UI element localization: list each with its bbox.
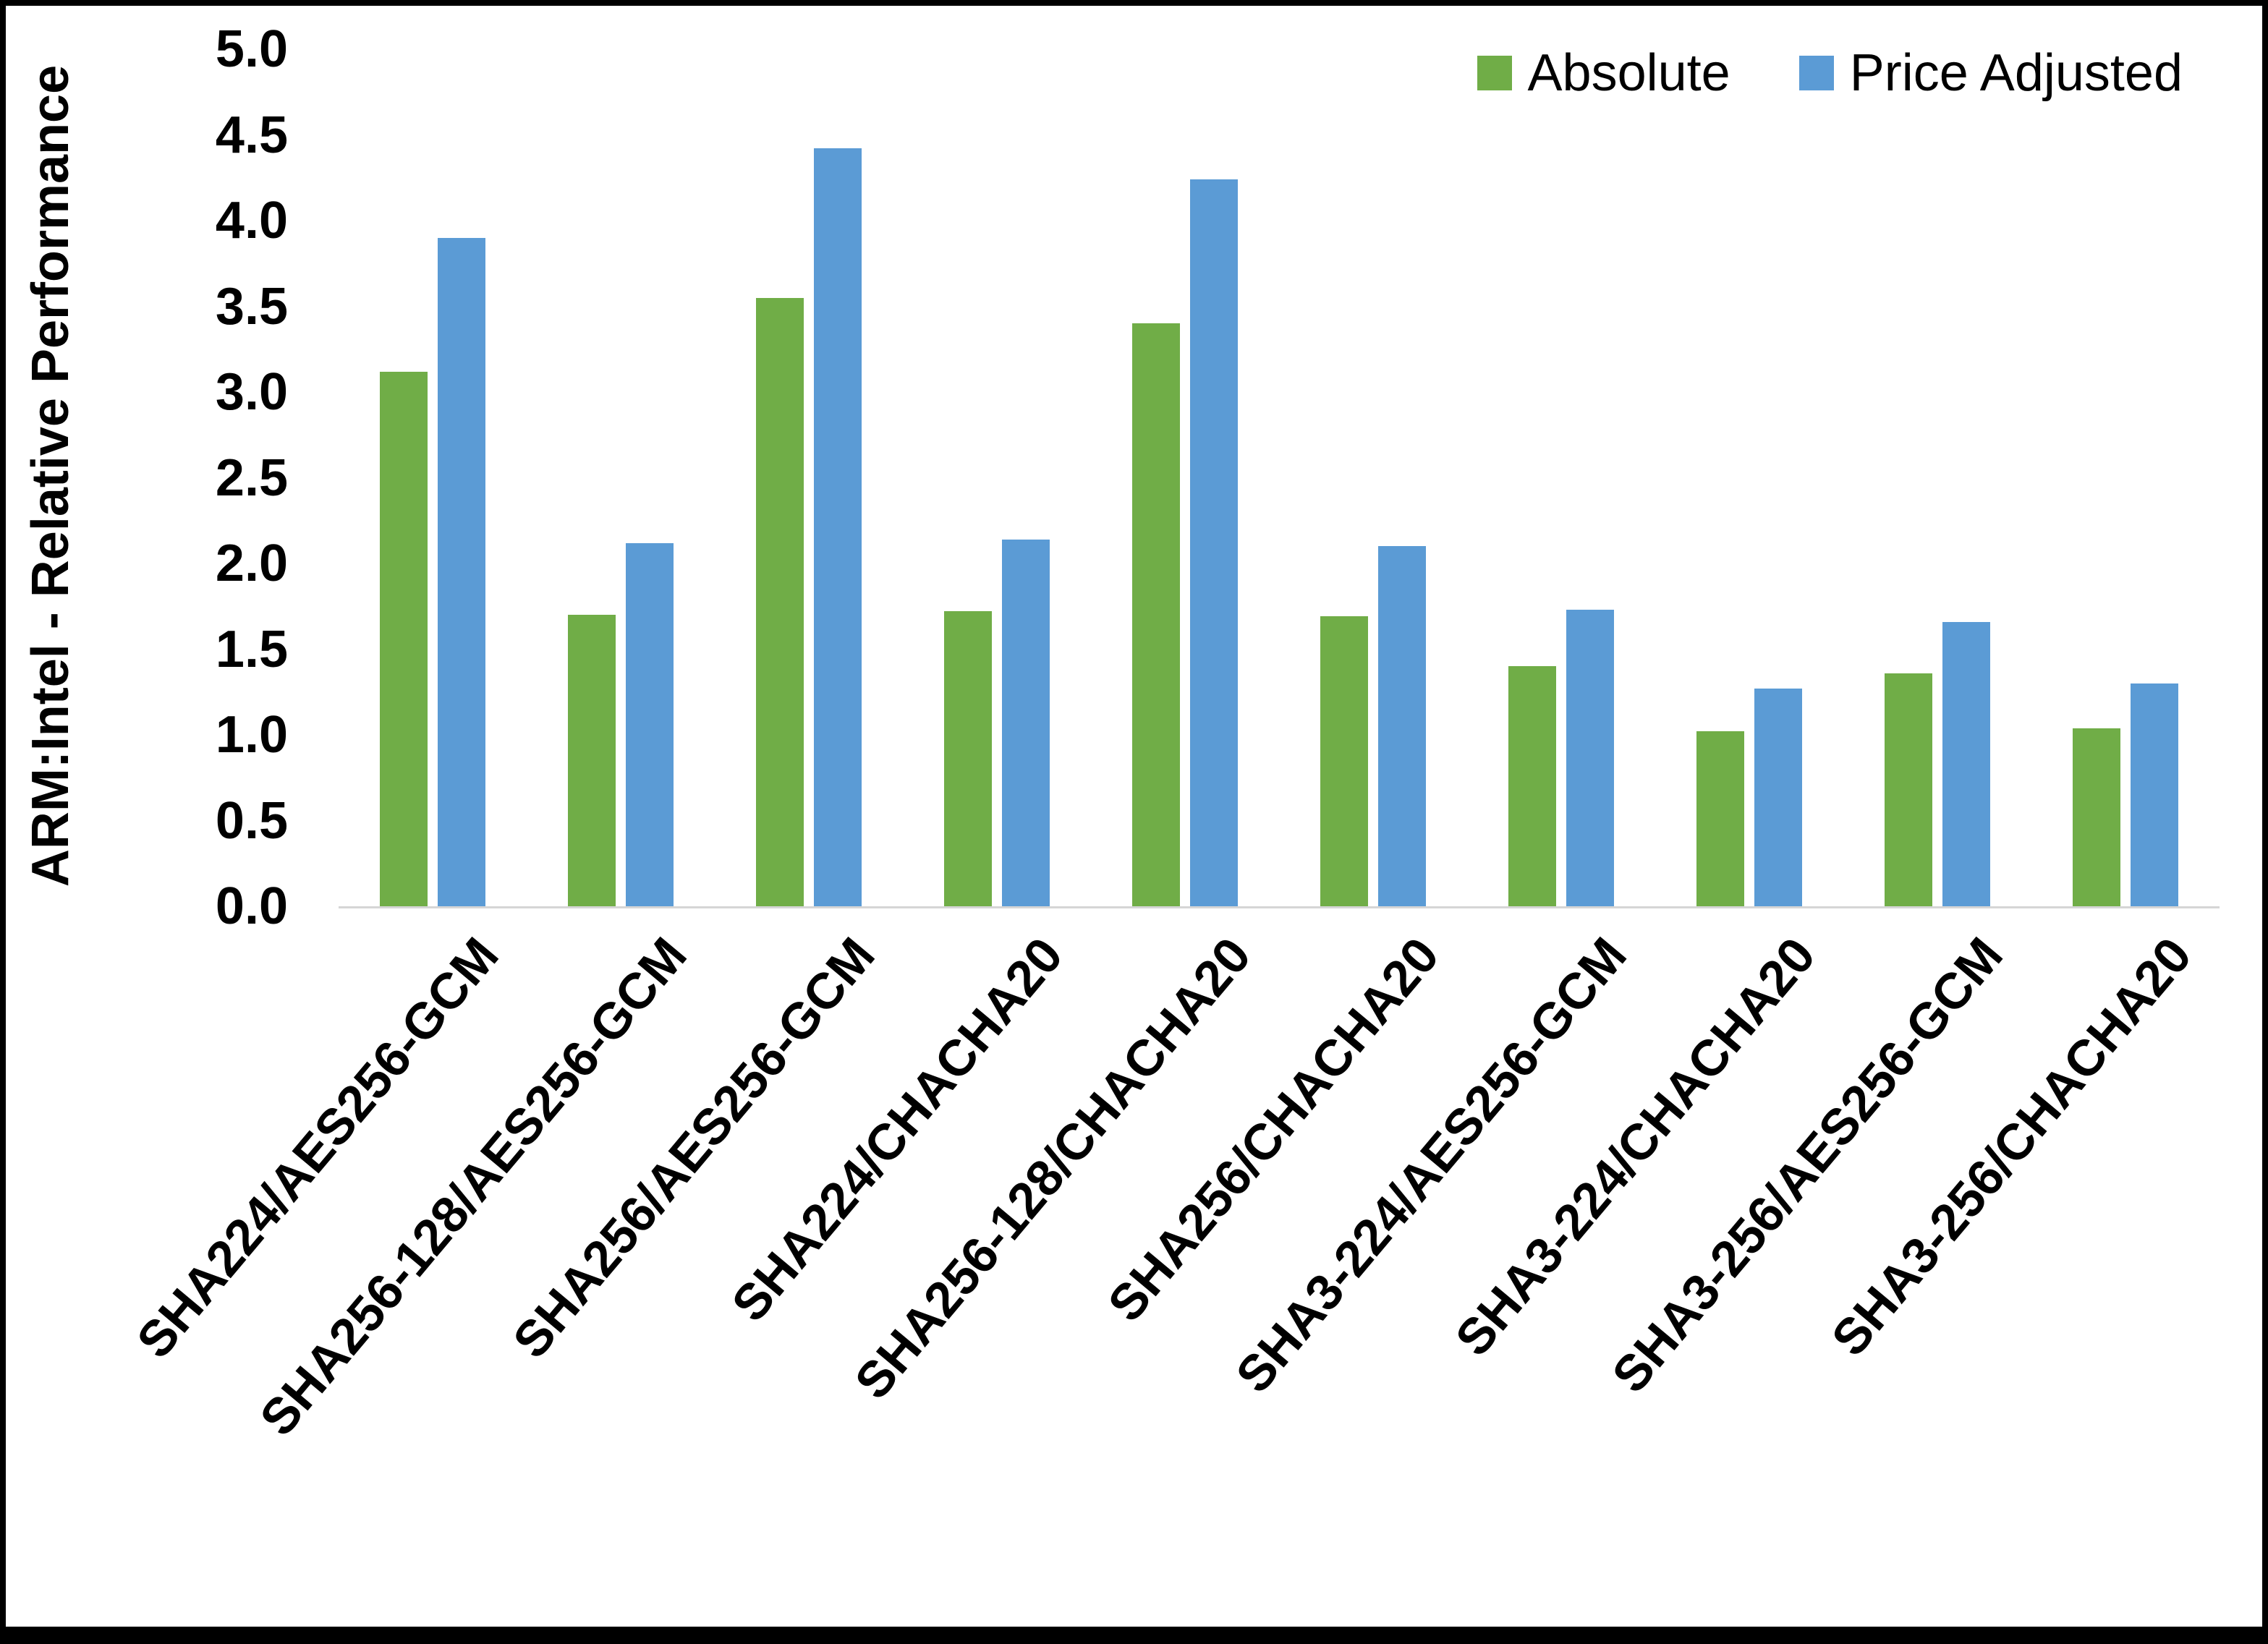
x-axis-category-label: SHA256-128/CHACHA20: [844, 927, 1262, 1410]
bar-group: [527, 49, 715, 906]
bar-absolute: [568, 615, 616, 906]
bar-price-adjusted: [814, 148, 862, 906]
bar-group: [715, 49, 903, 906]
y-tick-label: 1.0: [215, 706, 288, 764]
bar-price-adjusted: [438, 237, 485, 906]
y-tick-label: 4.5: [215, 106, 288, 164]
bar-price-adjusted: [1378, 546, 1426, 906]
x-axis-category-label: SHA224/CHACHA20: [721, 927, 1074, 1332]
y-axis-title: ARM:Intel - Relative Performance: [22, 64, 80, 887]
x-axis-category-label: SHA3-224/AES256-GCM: [1225, 927, 1638, 1403]
x-axis-category-label: SHA3-224/CHACHA20: [1444, 927, 1826, 1367]
legend-swatch-absolute-icon: [1477, 56, 1512, 90]
bar-group: [1467, 49, 1655, 906]
y-tick-label: 3.5: [215, 277, 288, 336]
bar-absolute: [1508, 666, 1556, 906]
y-tick-label: 3.0: [215, 363, 288, 421]
y-tick-label: 2.0: [215, 534, 288, 592]
legend-swatch-price-adjusted-icon: [1798, 56, 1834, 90]
bar-group: [1843, 49, 2031, 906]
legend-item-price-adjusted: Price Adjusted: [1798, 43, 2183, 103]
bar-absolute: [2073, 728, 2120, 906]
legend: Absolute Price Adjusted: [1477, 43, 2183, 103]
y-tick-label: 0.0: [215, 877, 288, 935]
bar-group: [339, 49, 527, 906]
x-axis-category-label: SHA256/CHACHA20: [1097, 927, 1450, 1332]
x-axis-category-label: SHA3-256/AES256-GCM: [1601, 927, 2014, 1403]
bar-group: [903, 49, 1091, 906]
y-tick-label: 5.0: [215, 20, 288, 78]
y-tick-label: 4.0: [215, 192, 288, 250]
x-axis-category-label: SHA224/AES256-GCM: [125, 927, 509, 1369]
bar-group: [2031, 49, 2220, 906]
bar-price-adjusted: [1566, 610, 1614, 906]
bar-price-adjusted: [1754, 689, 1802, 906]
bar-price-adjusted: [1190, 179, 1238, 906]
bar-group: [1655, 49, 1843, 906]
y-tick-label: 1.5: [215, 620, 288, 678]
bar-price-adjusted: [2131, 683, 2178, 906]
bar-absolute: [1696, 731, 1744, 906]
bar-absolute: [380, 371, 428, 906]
bar-price-adjusted: [1942, 621, 1990, 906]
bar-absolute: [756, 297, 804, 906]
bar-group: [1279, 49, 1467, 906]
bar-absolute: [1885, 673, 1932, 906]
bar-absolute: [1132, 323, 1180, 906]
legend-item-absolute: Absolute: [1477, 43, 1730, 103]
legend-label-absolute: Absolute: [1527, 44, 1730, 102]
bar-price-adjusted: [626, 542, 674, 906]
y-tick-label: 2.5: [215, 448, 288, 507]
bar-price-adjusted: [1002, 539, 1050, 906]
bar-absolute: [1320, 616, 1368, 906]
legend-label-price-adjusted: Price Adjusted: [1849, 44, 2183, 102]
bar-absolute: [944, 611, 992, 906]
x-axis-category-label: SHA256/AES256-GCM: [501, 927, 885, 1369]
y-tick-label: 0.5: [215, 791, 288, 850]
x-axis-category-label: SHA3-256/CHACHA20: [1820, 927, 2202, 1367]
bar-group: [1091, 49, 1279, 906]
plot-area: [339, 49, 2220, 908]
